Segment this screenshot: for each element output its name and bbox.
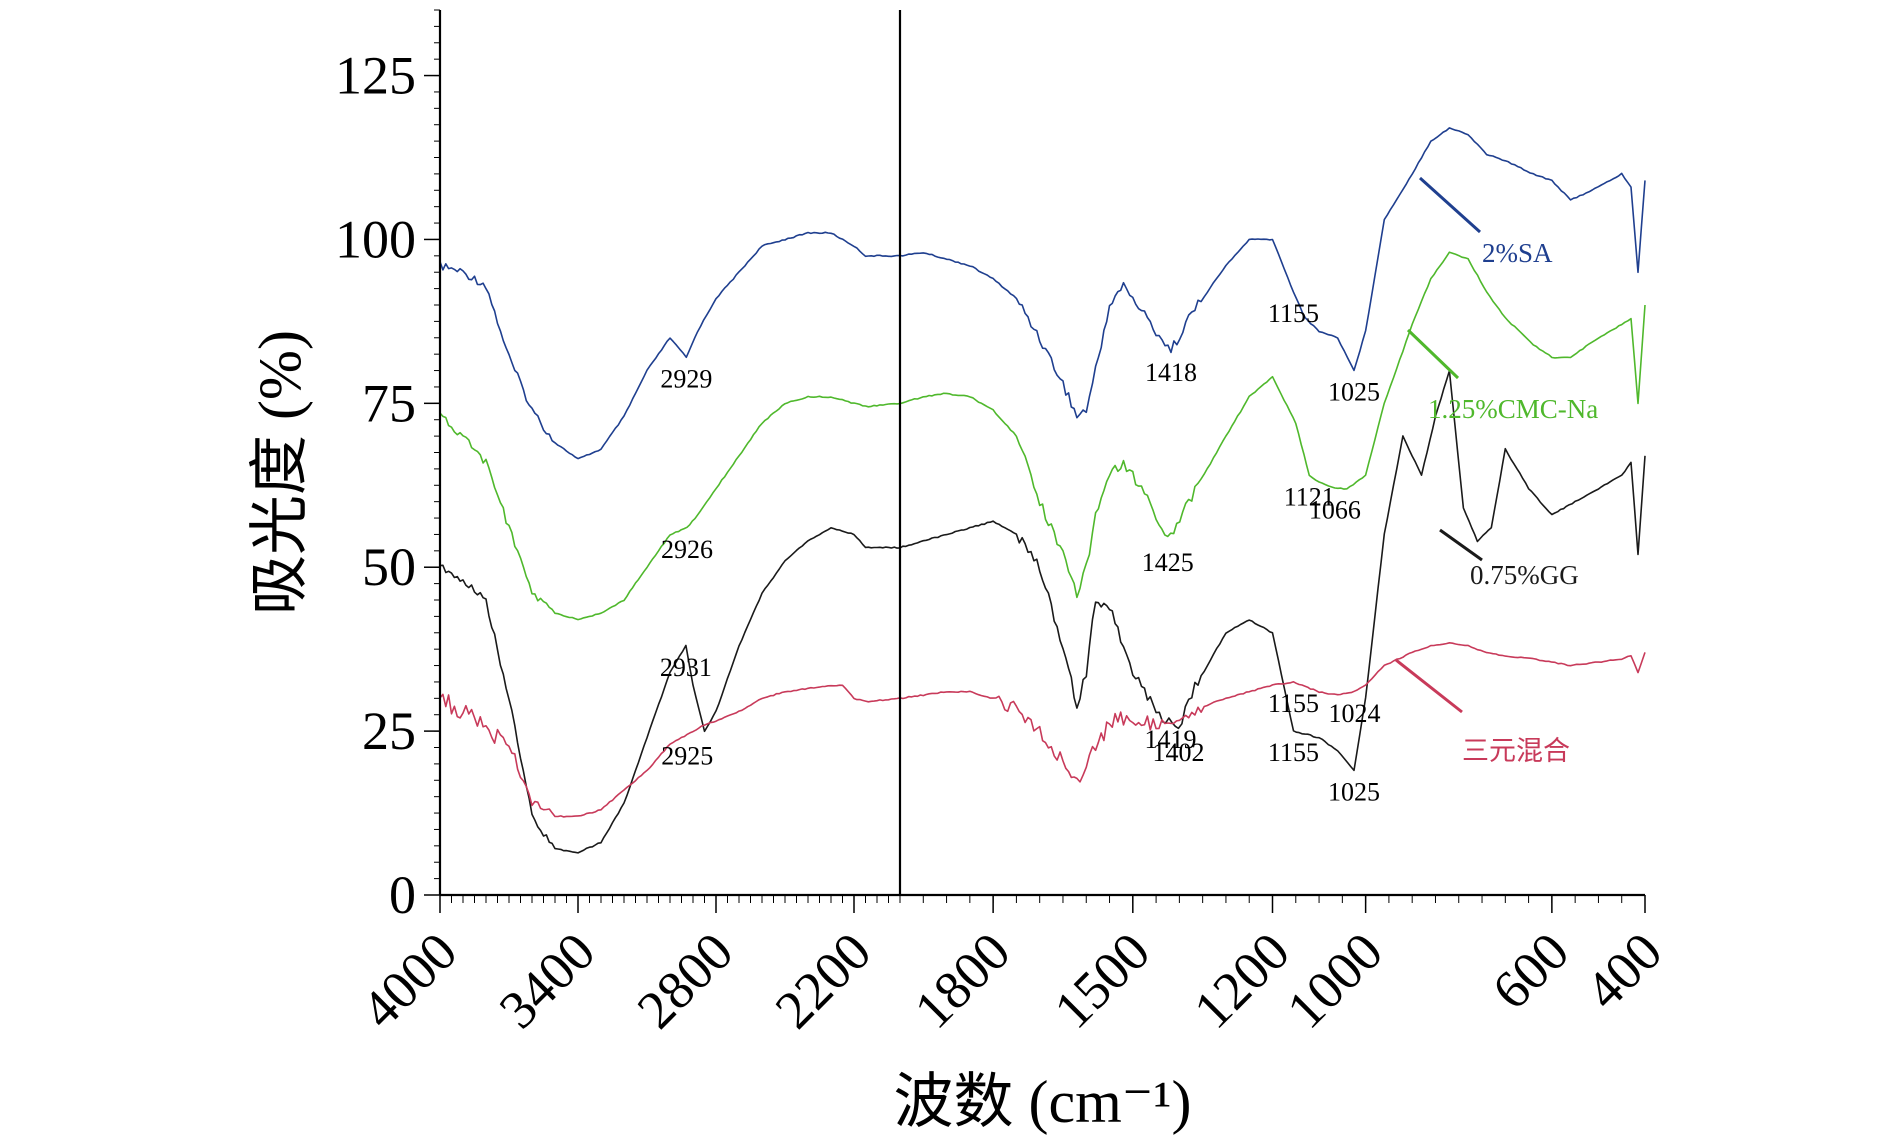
series-line-2 (439, 370, 1646, 854)
legend-marker (1439, 528, 1483, 562)
x-tick-label: 2200 (764, 921, 883, 1040)
x-tick-label: 400 (1574, 921, 1674, 1021)
y-tick-label: 125 (335, 46, 416, 106)
peak-label: 1025 (1328, 378, 1380, 407)
x-tick-label: 2800 (626, 921, 745, 1040)
legend-layer: 2%SA 1.25%CMC-Na 0.75%GG 三元混合 (1395, 176, 1598, 766)
peak-label: 1425 (1142, 548, 1194, 577)
legend-label: 2%SA (1482, 238, 1553, 268)
y-tick-label: 50 (362, 537, 416, 597)
series-layer (439, 127, 1646, 854)
x-tick-label: 1000 (1275, 921, 1394, 1040)
legend-marker (1406, 328, 1460, 380)
x-tick-label: 1500 (1043, 921, 1162, 1040)
peak-label: 1155 (1268, 689, 1319, 718)
x-tick-label: 3400 (488, 921, 607, 1040)
peak-label: 1418 (1145, 358, 1197, 387)
peak-label: 2926 (661, 535, 713, 564)
series-line-1 (439, 251, 1646, 621)
legend-marker (1418, 176, 1482, 234)
legend-label: 三元混合 (1462, 736, 1570, 766)
y-tick-label: 0 (389, 865, 416, 925)
peak-label: 1121 (1284, 482, 1335, 511)
peak-label: 1024 (1328, 699, 1380, 728)
legend-marker (1395, 658, 1463, 714)
legend-label: 1.25%CMC-Na (1428, 394, 1598, 424)
peak-label: 1419 (1145, 725, 1197, 754)
y-tick-label: 25 (362, 701, 416, 761)
y-tick-label: 75 (362, 373, 416, 433)
peak-label: 2925 (661, 741, 713, 770)
y-tick-label: 100 (335, 209, 416, 269)
peak-label: 1155 (1268, 299, 1319, 328)
x-tick-label: 1200 (1182, 921, 1301, 1040)
legend-label: 0.75%GG (1470, 560, 1579, 590)
peak-label: 1402 (1152, 738, 1204, 767)
x-tick-label: 600 (1481, 921, 1581, 1021)
peak-label: 1066 (1309, 496, 1361, 525)
peak-label: 1025 (1328, 777, 1380, 806)
x-tick-label: 4000 (350, 921, 469, 1040)
y-axis-title: 吸光度 (%) (247, 330, 313, 615)
peak-label: 1155 (1268, 738, 1319, 767)
peak-label: 2931 (660, 653, 712, 682)
series-line-3 (439, 642, 1646, 818)
series-line-0 (439, 127, 1646, 460)
axes-layer: 0 25 50 75 100 125 4000 3400 2800 2200 1800 1500 120… (335, 9, 1674, 1040)
x-axis-title: 波数 (cm⁻¹) (894, 1069, 1192, 1135)
peak-label: 2929 (660, 364, 712, 393)
x-tick-label: 1800 (903, 921, 1022, 1040)
